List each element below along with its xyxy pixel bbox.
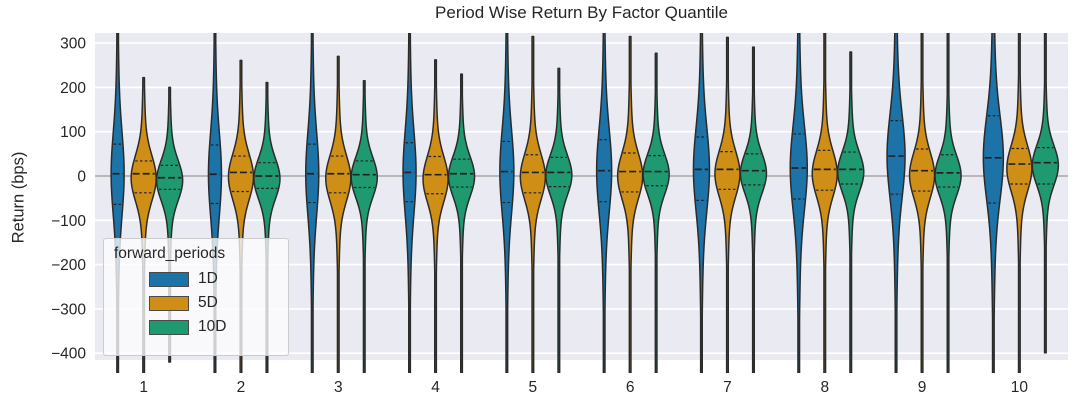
x-tick-label: 8 (820, 379, 829, 396)
x-tick-label: 2 (237, 379, 246, 396)
y-tick-label: −300 (51, 301, 86, 318)
y-axis-label: Return (bps) (9, 151, 28, 244)
y-tick-label: 100 (60, 124, 86, 141)
legend-label-10d: 10D (198, 318, 227, 335)
violin-10d-q9 (934, 33, 962, 373)
violin-10d-q6 (642, 52, 670, 373)
violin-5d-q7 (714, 36, 741, 373)
violin-5d-q2 (227, 59, 255, 373)
legend-swatch-1d-icon (149, 271, 189, 287)
y-tick-label: −100 (51, 213, 86, 230)
x-tick-label: 3 (334, 379, 343, 396)
x-tick-label: 6 (626, 379, 635, 396)
violin-10d-q3 (350, 80, 378, 373)
x-tick-label: 10 (1011, 379, 1029, 396)
x-tick-label: 1 (139, 379, 148, 396)
violin-1d-q7 (692, 33, 711, 373)
violin-1d-q5 (499, 33, 515, 373)
violin-1d-q1 (110, 33, 125, 373)
x-tick-label: 5 (529, 379, 538, 396)
violin-5d-q4 (422, 59, 449, 373)
legend-label-5d: 5D (198, 294, 218, 311)
violin-5d-q6 (616, 35, 644, 373)
violin-10d-q8 (837, 51, 865, 373)
violin-1d-q8 (789, 33, 808, 373)
violin-1d-q4 (402, 33, 417, 373)
x-tick-label: 7 (723, 379, 732, 396)
violin-10d-q7 (739, 46, 768, 373)
y-tick-label: 200 (60, 80, 86, 97)
legend-item-1d: 1D (149, 270, 288, 287)
y-tick-label: 0 (77, 169, 86, 186)
violin-5d-q3 (325, 55, 352, 373)
chart-title: Period Wise Return By Factor Quantile (435, 3, 728, 22)
x-tick-label: 4 (431, 379, 440, 396)
violin-5d-q9 (908, 33, 936, 373)
legend-item-5d: 5D (149, 294, 288, 311)
legend-swatch-10d-icon (149, 319, 189, 335)
violin-10d-q2 (253, 81, 281, 373)
legend-swatch-5d-icon (149, 295, 189, 311)
violin-1d-q9 (886, 33, 906, 373)
legend-item-10d: 10D (149, 318, 288, 335)
violin-5d-q8 (811, 33, 838, 373)
violin-10d-q1 (155, 86, 184, 363)
legend-label-1d: 1D (198, 270, 218, 287)
violin-5d-q5 (519, 35, 547, 373)
violin-10d-q10 (1031, 33, 1060, 354)
violin-10d-q5 (545, 67, 573, 373)
legend-title: forward_periods (114, 245, 226, 262)
violin-1d-q3 (305, 33, 320, 373)
violin-10d-q4 (447, 73, 476, 373)
y-tick-label: −400 (51, 346, 86, 363)
violin-1d-q2 (207, 33, 223, 373)
violin-1d-q6 (595, 33, 613, 373)
legend: forward_periods 1D 5D 10D (103, 238, 289, 356)
violin-5d-q10 (1006, 33, 1033, 373)
y-tick-label: 300 (60, 36, 86, 53)
x-tick-label: 9 (918, 379, 927, 396)
y-tick-label: −200 (51, 257, 86, 274)
